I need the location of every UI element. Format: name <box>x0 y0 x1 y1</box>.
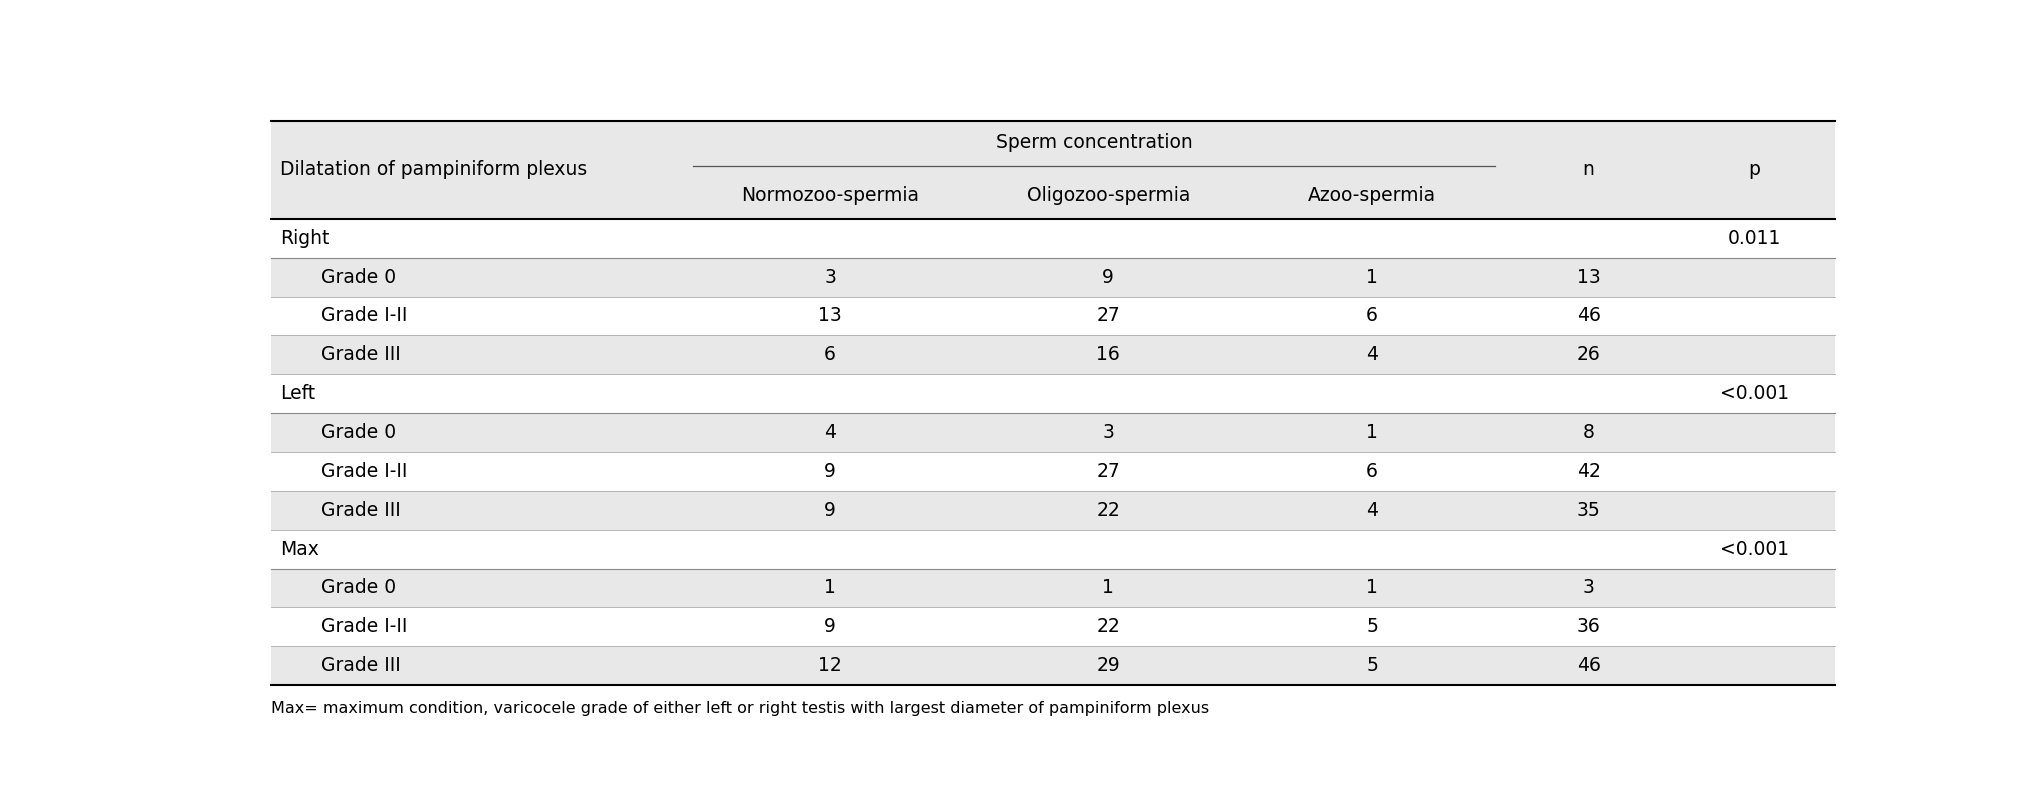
Text: 5: 5 <box>1366 656 1378 675</box>
Text: 46: 46 <box>1576 307 1601 325</box>
Text: 6: 6 <box>824 345 836 364</box>
Text: 4: 4 <box>1366 345 1378 364</box>
Text: Grade III: Grade III <box>322 656 402 675</box>
Text: 3: 3 <box>824 268 836 287</box>
Text: 1: 1 <box>1103 578 1113 598</box>
Text: Grade I-II: Grade I-II <box>322 462 408 481</box>
Text: Grade 0: Grade 0 <box>322 268 396 287</box>
Text: 3: 3 <box>1582 578 1594 598</box>
Text: 8: 8 <box>1582 423 1594 442</box>
Bar <box>271 258 1835 296</box>
Text: 4: 4 <box>1366 501 1378 520</box>
Text: 29: 29 <box>1097 656 1119 675</box>
Text: 36: 36 <box>1576 618 1601 636</box>
Text: Grade I-II: Grade I-II <box>322 307 408 325</box>
Text: 9: 9 <box>1103 268 1113 287</box>
Text: Max= maximum condition, varicocele grade of either left or right testis with lar: Max= maximum condition, varicocele grade… <box>271 701 1209 715</box>
Text: Max: Max <box>279 540 318 558</box>
Text: 0.011: 0.011 <box>1727 229 1782 248</box>
Text: Dilatation of pampiniform plexus: Dilatation of pampiniform plexus <box>279 160 587 179</box>
Text: Left: Left <box>279 384 316 403</box>
Bar <box>271 569 1835 607</box>
Text: 27: 27 <box>1097 307 1119 325</box>
Text: 1: 1 <box>824 578 836 598</box>
Text: 1: 1 <box>1366 578 1378 598</box>
Text: 6: 6 <box>1366 307 1378 325</box>
Text: 6: 6 <box>1366 462 1378 481</box>
Text: Grade 0: Grade 0 <box>322 578 396 598</box>
Bar <box>271 413 1835 452</box>
Text: 9: 9 <box>824 618 836 636</box>
Bar <box>271 296 1835 336</box>
Bar <box>271 374 1835 413</box>
Bar <box>271 607 1835 646</box>
Text: Right: Right <box>279 229 330 248</box>
Text: <0.001: <0.001 <box>1721 540 1788 558</box>
Text: 1: 1 <box>1366 423 1378 442</box>
Text: 22: 22 <box>1097 501 1119 520</box>
Text: 1: 1 <box>1366 268 1378 287</box>
Text: Normozoo-spermia: Normozoo-spermia <box>740 186 920 204</box>
Text: 35: 35 <box>1576 501 1601 520</box>
Bar <box>271 452 1835 491</box>
Text: p: p <box>1749 160 1760 179</box>
Bar <box>271 529 1835 569</box>
Text: 27: 27 <box>1097 462 1119 481</box>
Text: Sperm concentration: Sperm concentration <box>995 132 1193 151</box>
Text: 5: 5 <box>1366 618 1378 636</box>
Text: 46: 46 <box>1576 656 1601 675</box>
Text: Grade 0: Grade 0 <box>322 423 396 442</box>
Text: 22: 22 <box>1097 618 1119 636</box>
Text: 26: 26 <box>1576 345 1601 364</box>
Text: 3: 3 <box>1103 423 1113 442</box>
Bar <box>271 646 1835 685</box>
Text: n: n <box>1582 160 1594 179</box>
Text: Oligozoo-spermia: Oligozoo-spermia <box>1026 186 1191 204</box>
Bar <box>271 121 1835 219</box>
Text: 13: 13 <box>818 307 842 325</box>
Bar <box>271 219 1835 258</box>
Text: 13: 13 <box>1576 268 1601 287</box>
Text: Grade III: Grade III <box>322 501 402 520</box>
Text: 42: 42 <box>1576 462 1601 481</box>
Text: 9: 9 <box>824 501 836 520</box>
Text: 9: 9 <box>824 462 836 481</box>
Text: 12: 12 <box>818 656 842 675</box>
Text: <0.001: <0.001 <box>1721 384 1788 403</box>
Text: Azoo-spermia: Azoo-spermia <box>1309 186 1435 204</box>
Text: 16: 16 <box>1097 345 1119 364</box>
Text: 4: 4 <box>824 423 836 442</box>
Text: Grade III: Grade III <box>322 345 402 364</box>
Text: Grade I-II: Grade I-II <box>322 618 408 636</box>
Bar <box>271 336 1835 374</box>
Bar <box>271 491 1835 529</box>
